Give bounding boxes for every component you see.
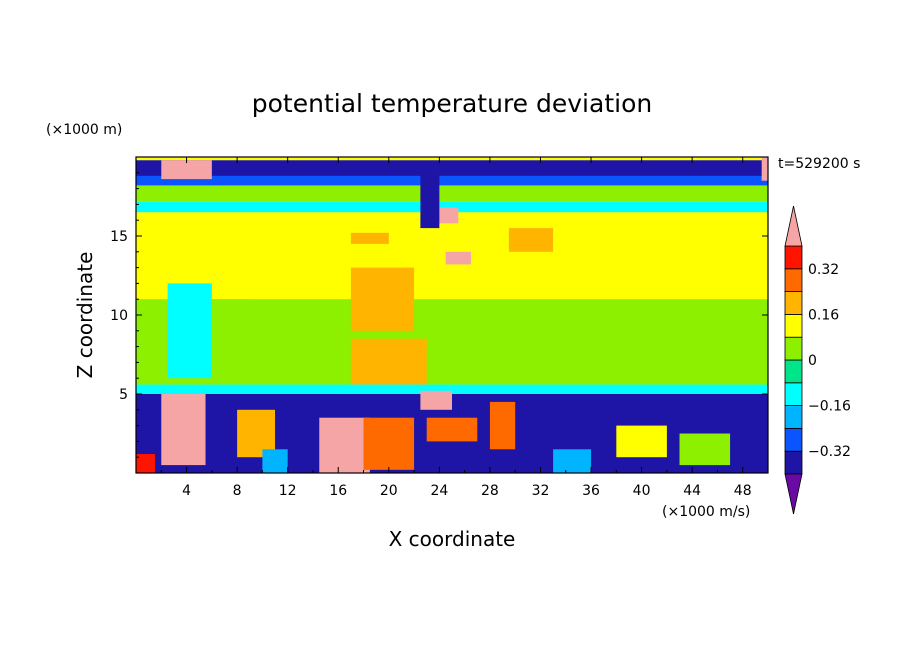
colorbar-swatch: [784, 313, 803, 338]
heatmap-region-22: [426, 417, 478, 442]
x-tick-label: 36: [582, 483, 600, 499]
heatmap-region-7: [136, 157, 768, 161]
colorbar-max-arrow: [784, 205, 803, 247]
colorbar-label: 0.32: [808, 262, 839, 278]
colorbar-label: −0.32: [808, 444, 851, 460]
colorbar-swatch: [784, 450, 803, 475]
x-units-label: (×1000 m/s): [662, 504, 750, 520]
colorbar-min-arrow: [784, 473, 803, 515]
heatmap-region-21: [363, 417, 415, 470]
heatmap-region-5: [136, 175, 768, 186]
heatmap-region-17: [445, 251, 471, 265]
x-tick-label: 8: [233, 483, 242, 499]
heatmap-region-10: [167, 283, 212, 379]
x-tick-label: 40: [633, 483, 651, 499]
heatmap-region-20: [319, 417, 370, 473]
x-axis: 4 8 12 16 20 24 28 32 36 40 44 48: [160, 157, 752, 499]
heatmap-region-19: [161, 394, 206, 466]
colorbar-label: 0.16: [808, 307, 839, 323]
heatmap-region-28: [262, 449, 288, 473]
heatmap-region-4: [136, 185, 768, 202]
colorbar-swatch: [784, 268, 803, 292]
colorbar-swatch: [784, 405, 803, 429]
heatmap-region-15: [161, 160, 212, 180]
heatmap-region-26: [616, 425, 667, 458]
colorbar-swatch: [784, 291, 803, 315]
x-tick-label: 44: [683, 483, 701, 499]
x-tick-label: 24: [430, 483, 448, 499]
heatmap-region-24: [489, 401, 516, 450]
x-axis-label: X coordinate: [389, 527, 516, 551]
heatmap-region-6: [136, 160, 768, 176]
heatmap-region-12: [350, 267, 415, 331]
colorbar: 0.32 0.16 0 −0.16 −0.32: [784, 205, 851, 515]
x-tick-label: 48: [734, 483, 752, 499]
plot-area: [136, 157, 768, 473]
heatmap-region-18: [420, 172, 440, 229]
x-tick-label: 20: [380, 483, 398, 499]
x-tick-label: 12: [279, 483, 297, 499]
heatmap-region-31: [761, 157, 768, 181]
colorbar-swatch: [784, 382, 803, 406]
colorbar-label: −0.16: [808, 399, 851, 415]
y-units-label: (×1000 m): [46, 122, 122, 138]
colorbar-swatch: [784, 336, 803, 361]
heatmap-region-13: [508, 228, 554, 252]
heatmap-region-30: [420, 390, 452, 410]
heatmap-region-23: [136, 454, 155, 473]
y-tick-label: 15: [110, 229, 128, 245]
y-axis-label: Z coordinate: [73, 252, 97, 379]
heatmap-region-11: [350, 338, 427, 385]
heatmap-region-16: [433, 207, 459, 224]
x-tick-label: 28: [481, 483, 499, 499]
colorbar-label: 0: [808, 353, 817, 369]
heatmap-region-3: [136, 201, 768, 213]
colorbar-swatch: [784, 427, 803, 452]
x-tick-label: 4: [182, 483, 191, 499]
colorbar-swatch: [784, 359, 803, 384]
y-tick-label: 5: [119, 387, 128, 403]
x-tick-label: 32: [532, 483, 550, 499]
heatmap-region-1: [136, 384, 768, 394]
chart-title: potential temperature deviation: [252, 89, 652, 118]
colorbar-swatch: [784, 245, 803, 270]
x-tick-label: 16: [329, 483, 347, 499]
heatmap-region-14: [350, 232, 389, 244]
y-axis: 5 10 15: [110, 172, 768, 458]
time-label: t=529200 s: [778, 156, 860, 172]
heatmap-region-27: [679, 433, 731, 466]
y-tick-label: 10: [110, 308, 128, 324]
heatmap-region-29: [553, 449, 592, 473]
